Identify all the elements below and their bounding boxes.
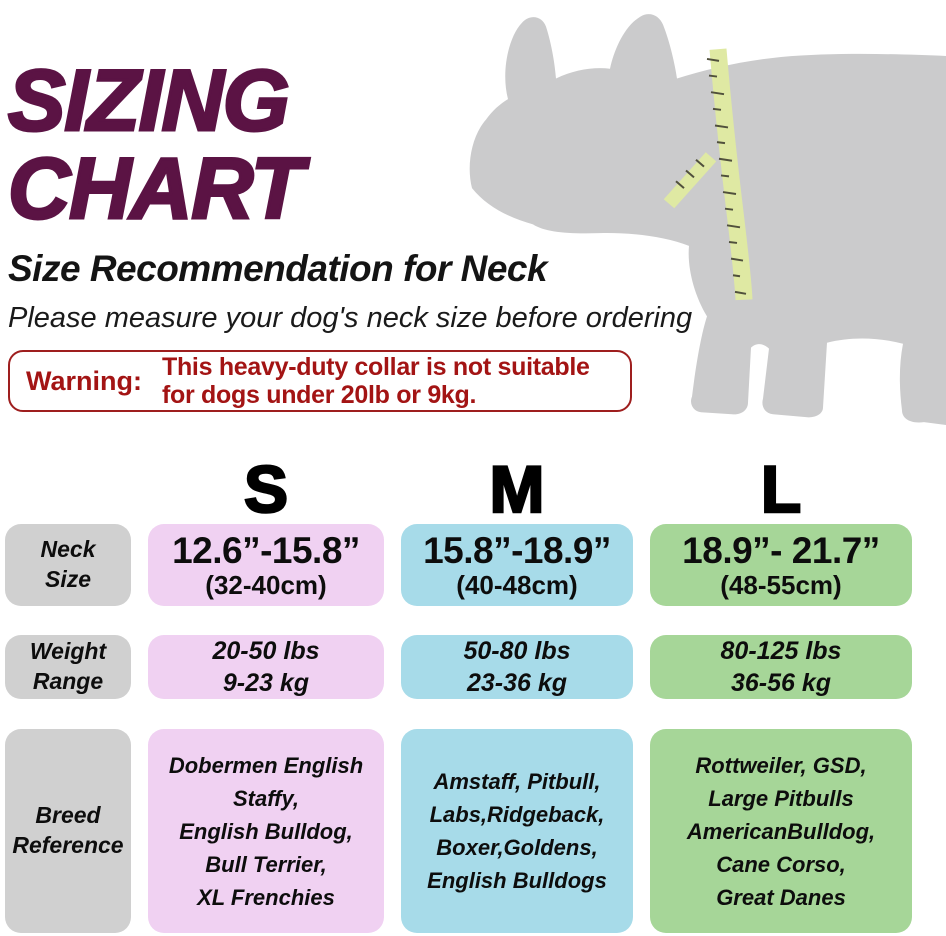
cell-breed-reference-s: Dobermen English Staffy, English Bulldog…: [148, 729, 384, 933]
weight-lbs: 20-50 lbs: [212, 636, 320, 665]
neck-size-cm: (32-40cm): [205, 569, 327, 600]
breed-line: Amstaff, Pitbull,: [433, 769, 601, 794]
page-title: SIZING CHART: [6, 53, 304, 237]
neck-size-inches: 12.6”-15.8”: [172, 530, 360, 571]
column-header-l: L: [760, 452, 803, 526]
weight-kg: 23-36 kg: [466, 669, 568, 697]
row-label-line: Weight: [29, 638, 107, 665]
breed-line: English Bulldogs: [427, 868, 607, 893]
warning-label: Warning:: [26, 365, 142, 396]
cell-weight-range-l: 80-125 lbs 36-56 kg: [650, 635, 912, 699]
neck-size-inches: 15.8”-18.9”: [423, 530, 611, 571]
neck-size-cm: (40-48cm): [456, 569, 578, 600]
breed-line: English Bulldog,: [179, 818, 353, 844]
breed-line: AmericanBulldog,: [686, 818, 876, 844]
row-label-line: Neck: [40, 536, 96, 563]
cell-weight-range-m: 50-80 lbs 23-36 kg: [401, 635, 633, 699]
weight-kg: 9-23 kg: [222, 669, 310, 697]
breed-line: Cane Corso,: [716, 851, 846, 877]
cell-neck-size-l: 18.9”- 21.7” (48-55cm): [650, 524, 912, 606]
row-label-line: Range: [32, 668, 104, 694]
neck-size-cm: (48-55cm): [720, 569, 842, 600]
page-title-line1: SIZING: [6, 53, 291, 149]
warning-text-line1: This heavy-duty collar is not suitable: [161, 353, 590, 381]
breed-line: Staffy,: [232, 785, 300, 811]
breed-line: Bull Terrier,: [205, 851, 327, 877]
sizing-table: S M L Neck Size 12.6”-15.8” (32-40cm) 15…: [5, 455, 912, 933]
weight-lbs: 50-80 lbs: [463, 636, 571, 665]
page-title-line2: CHART: [6, 140, 304, 237]
breed-line: Boxer,Goldens,: [436, 835, 598, 860]
cell-breed-reference-l: Rottweiler, GSD, Large Pitbulls American…: [650, 729, 912, 933]
row-label-line: Breed: [35, 802, 101, 829]
row-label-neck-size: Neck Size: [5, 524, 131, 606]
cell-neck-size-m: 15.8”-18.9” (40-48cm): [401, 524, 633, 606]
breed-line: Dobermen English: [168, 752, 364, 778]
neck-size-inches: 18.9”- 21.7”: [682, 530, 880, 571]
breed-line: Rottweiler, GSD,: [695, 752, 867, 778]
weight-lbs: 80-125 lbs: [720, 636, 842, 665]
breed-line: XL Frenchies: [197, 884, 335, 910]
cell-breed-reference-m: Amstaff, Pitbull, Labs,Ridgeback, Boxer,…: [401, 729, 633, 933]
breed-line: Labs,Ridgeback,: [429, 802, 605, 827]
row-label-line: Reference: [12, 832, 124, 858]
breed-line: Great Danes: [716, 884, 846, 910]
breed-line: Large Pitbulls: [708, 785, 854, 811]
dog-silhouette: [469, 14, 946, 425]
row-label-weight-range: Weight Range: [5, 635, 131, 699]
measure-note: Please measure your dog's neck size befo…: [8, 302, 693, 334]
warning-text-line2: for dogs under 20lb or 9kg.: [161, 381, 477, 409]
cell-neck-size-s: 12.6”-15.8” (32-40cm): [148, 524, 384, 606]
column-header-s: S: [243, 452, 290, 526]
warning-box: Warning: This heavy-duty collar is not s…: [8, 350, 632, 412]
column-header-m: M: [488, 452, 545, 526]
subtitle: Size Recommendation for Neck: [8, 248, 548, 289]
row-label-line: Size: [44, 566, 92, 592]
row-label-breed-reference: Breed Reference: [5, 729, 131, 933]
measuring-tape: [663, 48, 753, 301]
cell-weight-range-s: 20-50 lbs 9-23 kg: [148, 635, 384, 699]
dog-silhouette-illustration: [469, 14, 946, 425]
tape-tick-marks: [675, 57, 747, 295]
weight-kg: 36-56 kg: [730, 669, 832, 697]
warning-text: This heavy-duty collar is not suitable f…: [162, 353, 590, 409]
